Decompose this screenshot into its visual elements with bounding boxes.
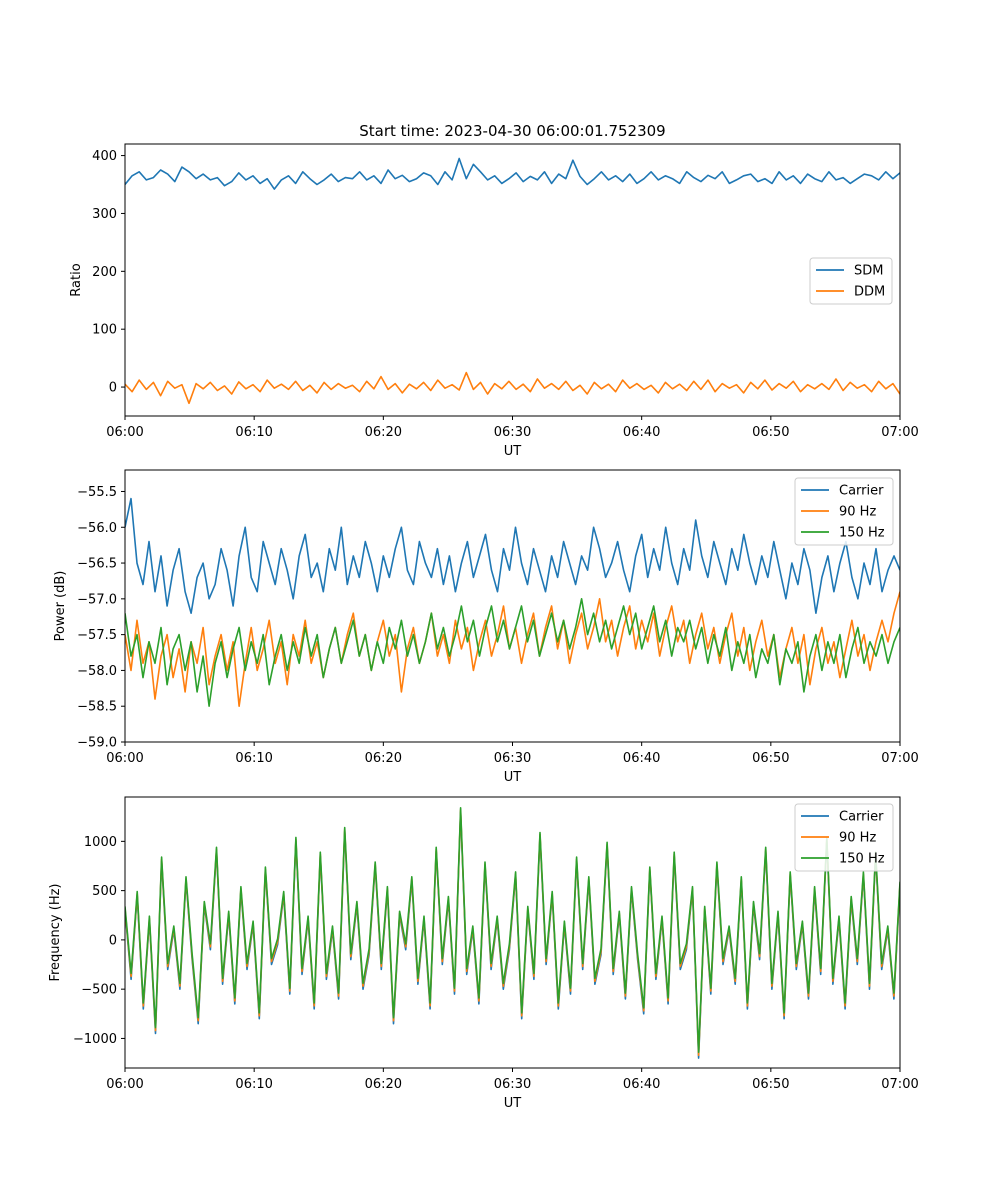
axes-frame [124,143,901,417]
x-tick-label: 06:20 [365,1077,402,1092]
y-tick-label: 400 [92,149,117,164]
y-tick-label: 1000 [84,835,117,850]
y-tick-label: −55.5 [77,485,117,500]
x-axis-label: UT [504,1096,522,1111]
series-line-sdm [125,157,900,190]
x-tick-label: 06:20 [365,751,402,766]
legend-label: 90 Hz [839,505,876,520]
x-tick-label: 06:00 [106,425,143,440]
legend-label: 90 Hz [839,831,876,846]
y-tick-label: 300 [92,207,117,222]
x-axis-label: UT [504,770,522,785]
y-axis-label: Power (dB) [53,571,68,642]
y-tick-label: −1000 [73,1032,117,1047]
x-tick-label: 06:00 [106,1077,143,1092]
x-tick-label: 06:50 [752,1077,789,1092]
y-tick-label: 0 [109,381,117,396]
x-tick-label: 06:30 [494,425,531,440]
y-axis-label: Ratio [69,263,84,296]
series-line-150-hz [125,597,900,708]
y-tick-label: 0 [109,933,117,948]
legend-label: 150 Hz [839,526,885,541]
x-tick-label: 06:30 [494,1077,531,1092]
y-tick-label: 500 [92,884,117,899]
chart-panel-2: 06:00 06:10 06:20 06:30 06:40 06:50 07:00 UT −59… [53,469,919,785]
y-tick-label: −58.0 [77,664,117,679]
series-group [125,806,900,1059]
x-tick-label: 06:00 [106,751,143,766]
x-tick-label: 06:10 [235,1077,272,1092]
series-line-150-hz [125,806,900,1053]
x-tick-label: 07:00 [881,425,918,440]
legend-box [794,803,894,872]
legend-label: Carrier [839,810,884,825]
y-tick-label: 100 [92,323,117,338]
y-tick-label: −59.0 [77,736,117,751]
x-tick-label: 07:00 [881,1077,918,1092]
x-tick-label: 06:20 [365,425,402,440]
y-tick-label: −500 [81,983,117,998]
y-tick-label: −56.5 [77,557,117,572]
series-line-carrier [125,497,900,615]
axes-frame [124,796,901,1069]
x-tick-label: 06:40 [623,1077,660,1092]
legend: SDM DDM [809,257,893,305]
x-tick-label: 06:50 [752,425,789,440]
chart-title: Start time: 2023-04-30 06:00:01.752309 [359,122,665,140]
x-tick-label: 06:40 [623,425,660,440]
y-axis-label: Frequency (Hz) [48,883,63,981]
legend: Carrier 90 Hz 150 Hz [794,477,894,546]
series-group [125,157,900,405]
x-tick-label: 07:00 [881,751,918,766]
legend: Carrier 90 Hz 150 Hz [794,803,894,872]
y-tick-label: −57.5 [77,628,117,643]
y-tick-label: −56.0 [77,521,117,536]
y-tick-label: −58.5 [77,700,117,715]
axes-frame [124,469,901,743]
legend-label: Carrier [839,484,884,499]
x-tick-label: 06:10 [235,425,272,440]
x-tick-label: 06:50 [752,751,789,766]
y-tick-label: −57.0 [77,592,117,607]
x-tick-label: 06:40 [623,751,660,766]
y-tick-label: 200 [92,265,117,280]
legend-label: SDM [854,264,883,279]
series-line-carrier [125,810,900,1059]
chart-panel-1: Start time: 2023-04-30 06:00:01.752309 06… [69,122,919,459]
chart-panel-3: 06:00 06:10 06:20 06:30 06:40 06:50 07:00 UT −10… [48,796,919,1111]
legend-box [794,477,894,546]
series-group [125,497,900,708]
legend-label: 150 Hz [839,852,885,867]
series-line-90-hz [125,591,900,708]
x-axis-label: UT [504,444,522,459]
series-line-ddm [125,371,900,405]
x-tick-label: 06:30 [494,751,531,766]
legend-label: DDM [854,285,885,300]
x-tick-label: 06:10 [235,751,272,766]
